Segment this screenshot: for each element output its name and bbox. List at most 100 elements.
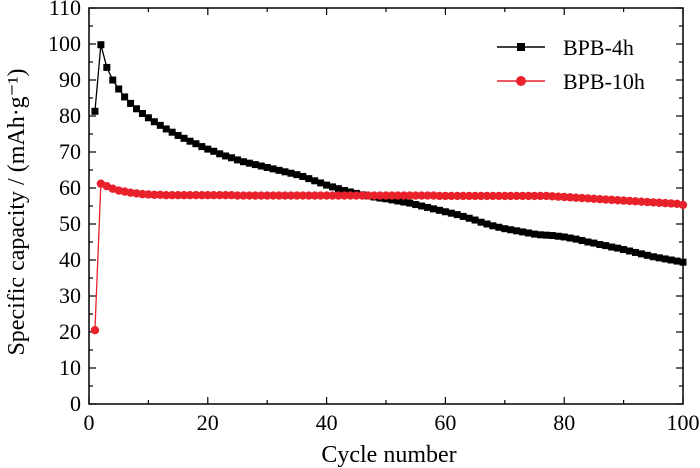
data-point bbox=[501, 225, 509, 233]
x-tick-label: 80 bbox=[553, 410, 575, 435]
data-point bbox=[144, 190, 153, 199]
data-point bbox=[251, 161, 259, 169]
data-point bbox=[673, 257, 681, 265]
data-point bbox=[340, 191, 349, 200]
data-point bbox=[411, 191, 420, 200]
data-point bbox=[186, 137, 194, 145]
x-axis-label: Cycle number bbox=[321, 442, 456, 468]
data-point bbox=[133, 105, 141, 113]
data-point bbox=[601, 195, 610, 204]
data-point bbox=[400, 198, 408, 206]
data-point bbox=[198, 143, 206, 151]
data-point bbox=[257, 162, 265, 170]
data-point bbox=[381, 191, 391, 200]
data-point bbox=[459, 212, 467, 220]
data-point bbox=[233, 191, 242, 200]
data-point bbox=[162, 191, 171, 200]
data-point bbox=[281, 168, 289, 176]
data-point bbox=[363, 191, 373, 200]
data-point bbox=[90, 326, 100, 335]
data-point bbox=[590, 239, 598, 247]
data-point bbox=[589, 194, 599, 203]
data-point bbox=[209, 191, 218, 200]
data-point bbox=[150, 118, 158, 126]
data-point bbox=[583, 194, 593, 203]
y-tick-label: 20 bbox=[59, 319, 81, 344]
data-point bbox=[637, 250, 645, 258]
data-point bbox=[530, 191, 539, 201]
data-point bbox=[637, 197, 646, 206]
data-point bbox=[423, 191, 432, 200]
data-point bbox=[548, 232, 556, 240]
data-point bbox=[185, 191, 195, 200]
data-point bbox=[620, 246, 628, 254]
data-point bbox=[470, 191, 480, 201]
data-point bbox=[554, 192, 563, 201]
data-point bbox=[352, 191, 361, 200]
data-point bbox=[215, 191, 224, 200]
data-point bbox=[275, 166, 283, 174]
data-point bbox=[525, 229, 533, 237]
x-tick-label: 40 bbox=[316, 410, 338, 435]
data-point bbox=[311, 177, 319, 185]
data-point bbox=[358, 191, 367, 200]
data-point bbox=[239, 191, 248, 200]
data-point bbox=[483, 220, 491, 228]
data-point bbox=[554, 232, 562, 240]
data-point bbox=[572, 235, 580, 243]
legend-label: BPB-10h bbox=[563, 69, 645, 94]
x-tick-label: 100 bbox=[667, 410, 700, 435]
data-point bbox=[156, 121, 164, 129]
data-point bbox=[626, 247, 634, 255]
data-point bbox=[577, 193, 587, 203]
data-point bbox=[507, 226, 515, 234]
data-point bbox=[203, 191, 212, 200]
data-point bbox=[393, 191, 403, 200]
data-point bbox=[97, 41, 105, 49]
data-point bbox=[405, 191, 414, 200]
data-point bbox=[299, 172, 307, 180]
data-point bbox=[666, 199, 676, 208]
y-tick-label: 60 bbox=[59, 175, 81, 200]
data-point bbox=[619, 196, 628, 205]
data-point bbox=[542, 231, 550, 239]
data-point bbox=[399, 191, 409, 200]
data-point bbox=[286, 191, 296, 200]
data-point bbox=[234, 156, 241, 164]
data-point bbox=[197, 191, 207, 200]
data-point bbox=[441, 208, 449, 216]
data-point bbox=[268, 191, 278, 200]
data-point bbox=[304, 191, 313, 200]
data-point bbox=[144, 114, 152, 122]
series-line bbox=[94, 182, 684, 331]
data-point bbox=[519, 228, 527, 236]
data-point bbox=[513, 227, 521, 235]
data-point bbox=[649, 198, 658, 207]
data-point bbox=[316, 191, 325, 200]
data-point bbox=[417, 191, 426, 200]
data-point bbox=[524, 191, 533, 201]
data-point bbox=[560, 233, 568, 241]
data-point bbox=[447, 209, 455, 217]
data-point bbox=[482, 191, 492, 201]
data-point bbox=[221, 191, 230, 200]
data-point bbox=[317, 179, 325, 187]
data-point bbox=[263, 163, 271, 171]
data-point bbox=[447, 191, 456, 201]
data-point bbox=[167, 191, 177, 200]
data-point bbox=[103, 63, 111, 71]
data-point bbox=[608, 243, 616, 251]
data-point bbox=[322, 191, 331, 200]
data-point bbox=[488, 191, 498, 201]
data-point bbox=[168, 128, 176, 136]
data-point bbox=[500, 191, 509, 201]
data-point bbox=[298, 191, 308, 200]
data-point bbox=[649, 253, 657, 261]
data-point bbox=[625, 196, 634, 206]
plot-area-frame bbox=[88, 7, 684, 405]
data-point bbox=[412, 201, 420, 209]
data-point bbox=[476, 191, 486, 201]
data-point bbox=[138, 189, 147, 199]
data-point bbox=[660, 198, 670, 208]
y-tick-label: 80 bbox=[59, 103, 81, 128]
